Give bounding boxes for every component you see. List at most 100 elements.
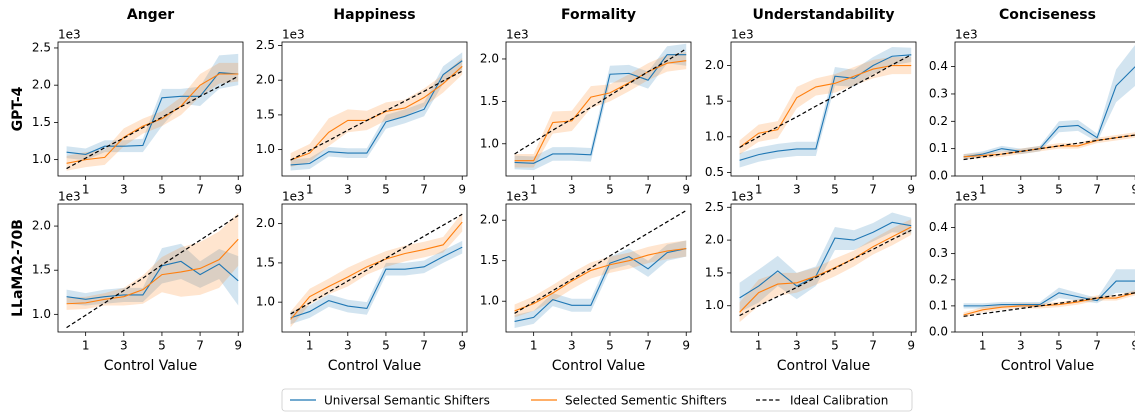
confidence-band bbox=[290, 240, 463, 325]
confidence-band bbox=[739, 46, 912, 168]
y-tick-label: 2.0 bbox=[705, 58, 724, 72]
offset-text: 1e3 bbox=[506, 28, 529, 42]
series-line bbox=[66, 260, 239, 300]
y-tick-label: 2.0 bbox=[256, 73, 275, 87]
y-tick-label: 0.3 bbox=[929, 246, 948, 260]
y-tick-label: 1.5 bbox=[32, 115, 51, 129]
panel: 0.5 1.0 1.5 2.0 1 3 5 7 9 1e3 Understandability bbox=[705, 7, 917, 197]
y-tick-label: 0.2 bbox=[929, 114, 948, 128]
x-tick-label: 5 bbox=[382, 183, 390, 197]
x-tick-label: 3 bbox=[793, 183, 801, 197]
x-tick-label: 7 bbox=[1093, 183, 1101, 197]
x-tick-label: 5 bbox=[158, 183, 166, 197]
x-tick-label: 7 bbox=[196, 339, 204, 353]
panel: 1.0 1.5 2.0 1 3 5 7 9 1e3 Formality bbox=[480, 7, 692, 197]
y-tick-label: 1.5 bbox=[256, 255, 275, 269]
panel: 1.0 1.5 2.0 2.5 1 3 5 7 9 1e3 Anger GPT-4 bbox=[10, 7, 244, 197]
x-tick-label: 1 bbox=[306, 183, 314, 197]
axes-frame bbox=[281, 41, 468, 177]
confidence-band bbox=[66, 243, 239, 306]
offset-text: 1e3 bbox=[731, 28, 754, 42]
x-tick-label: 9 bbox=[907, 339, 915, 353]
axes-frame bbox=[57, 41, 244, 177]
x-tick-label: 3 bbox=[1017, 339, 1025, 353]
x-tick-label: 3 bbox=[344, 183, 352, 197]
y-tick-label: 1.0 bbox=[256, 142, 275, 156]
x-axis-label: Control Value bbox=[552, 358, 646, 374]
x-tick-label: 9 bbox=[682, 183, 690, 197]
x-tick-label: 3 bbox=[344, 339, 352, 353]
series-line bbox=[963, 280, 1135, 307]
y-tick-label: 0.4 bbox=[929, 59, 948, 73]
y-tick-label: 2.5 bbox=[32, 40, 51, 54]
x-tick-label: 7 bbox=[420, 339, 428, 353]
offset-text: 1e3 bbox=[955, 190, 978, 204]
series-line bbox=[290, 65, 463, 161]
y-tick-label: 1.0 bbox=[480, 136, 499, 150]
x-tick-label: 5 bbox=[606, 183, 614, 197]
x-tick-label: 9 bbox=[1131, 339, 1135, 353]
x-tick-label: 1 bbox=[82, 183, 90, 197]
series-line bbox=[66, 238, 239, 305]
x-tick-label: 7 bbox=[644, 183, 652, 197]
series-line bbox=[514, 248, 687, 323]
x-tick-label: 1 bbox=[755, 183, 763, 197]
x-tick-label: 5 bbox=[158, 339, 166, 353]
axes-frame bbox=[281, 203, 468, 333]
x-tick-label: 7 bbox=[196, 183, 204, 197]
series-line bbox=[290, 246, 463, 319]
y-tick-label: 1.5 bbox=[705, 94, 724, 108]
series-line bbox=[963, 66, 1135, 158]
y-tick-label: 2.5 bbox=[705, 200, 724, 214]
x-tick-label: 7 bbox=[420, 183, 428, 197]
y-tick-label: 2.0 bbox=[480, 213, 499, 227]
x-tick-label: 1 bbox=[979, 183, 987, 197]
y-tick-label: 0.2 bbox=[929, 272, 948, 286]
ideal-line bbox=[963, 292, 1135, 317]
ideal-line bbox=[963, 134, 1135, 161]
x-tick-label: 1 bbox=[530, 339, 538, 353]
axes-frame bbox=[954, 41, 1135, 177]
y-tick-label: 1.0 bbox=[256, 295, 275, 309]
x-tick-label: 5 bbox=[606, 339, 614, 353]
y-tick-label: 0.4 bbox=[929, 220, 948, 234]
series-line bbox=[739, 221, 912, 299]
offset-text: 1e3 bbox=[58, 190, 81, 204]
ideal-line bbox=[290, 213, 463, 315]
column-title: Happiness bbox=[333, 7, 415, 23]
confidence-band bbox=[290, 52, 463, 171]
x-tick-label: 9 bbox=[234, 339, 242, 353]
series-line bbox=[290, 60, 463, 166]
panel: 1.0 1.5 2.0 1 3 5 7 9 1e3 Control Value bbox=[256, 190, 468, 374]
axes-frame bbox=[730, 203, 917, 333]
x-tick-label: 3 bbox=[1017, 183, 1025, 197]
y-tick-label: 1.5 bbox=[256, 107, 275, 121]
series-line bbox=[66, 71, 239, 155]
y-tick-label: 1.0 bbox=[480, 294, 499, 308]
offset-text: 1e3 bbox=[731, 190, 754, 204]
x-tick-label: 1 bbox=[82, 339, 90, 353]
x-axis-label: Control Value bbox=[328, 358, 422, 374]
panel: 0.0 0.1 0.2 0.3 0.4 1 3 5 7 9 1e3 Control Value bbox=[929, 190, 1135, 374]
panel: 1.0 1.5 2.0 1 3 5 7 9 1e3 Control Value bbox=[480, 190, 692, 374]
panel: 1.0 1.5 2.0 2.5 1 3 5 7 9 1e3 Control Value bbox=[705, 190, 917, 374]
x-tick-label: 5 bbox=[382, 339, 390, 353]
x-tick-label: 3 bbox=[568, 339, 576, 353]
y-tick-label: 1.0 bbox=[705, 129, 724, 143]
offset-text: 1e3 bbox=[955, 28, 978, 42]
x-tick-label: 9 bbox=[907, 183, 915, 197]
x-tick-label: 5 bbox=[1055, 183, 1063, 197]
y-tick-label: 0.0 bbox=[929, 325, 948, 339]
confidence-band bbox=[66, 53, 239, 161]
confidence-band bbox=[514, 240, 687, 318]
x-axis-label: Control Value bbox=[777, 358, 871, 374]
x-tick-label: 9 bbox=[458, 183, 466, 197]
x-tick-label: 9 bbox=[458, 339, 466, 353]
panel: 1.0 1.5 2.0 1 3 5 7 9 1e3 LLaMA2-70B Control Value bbox=[10, 190, 244, 374]
legend-label: Universal Semantic Shifters bbox=[324, 394, 490, 408]
y-tick-label: 1.0 bbox=[32, 307, 51, 321]
x-tick-label: 7 bbox=[869, 183, 877, 197]
x-tick-label: 5 bbox=[831, 339, 839, 353]
x-tick-label: 1 bbox=[530, 183, 538, 197]
